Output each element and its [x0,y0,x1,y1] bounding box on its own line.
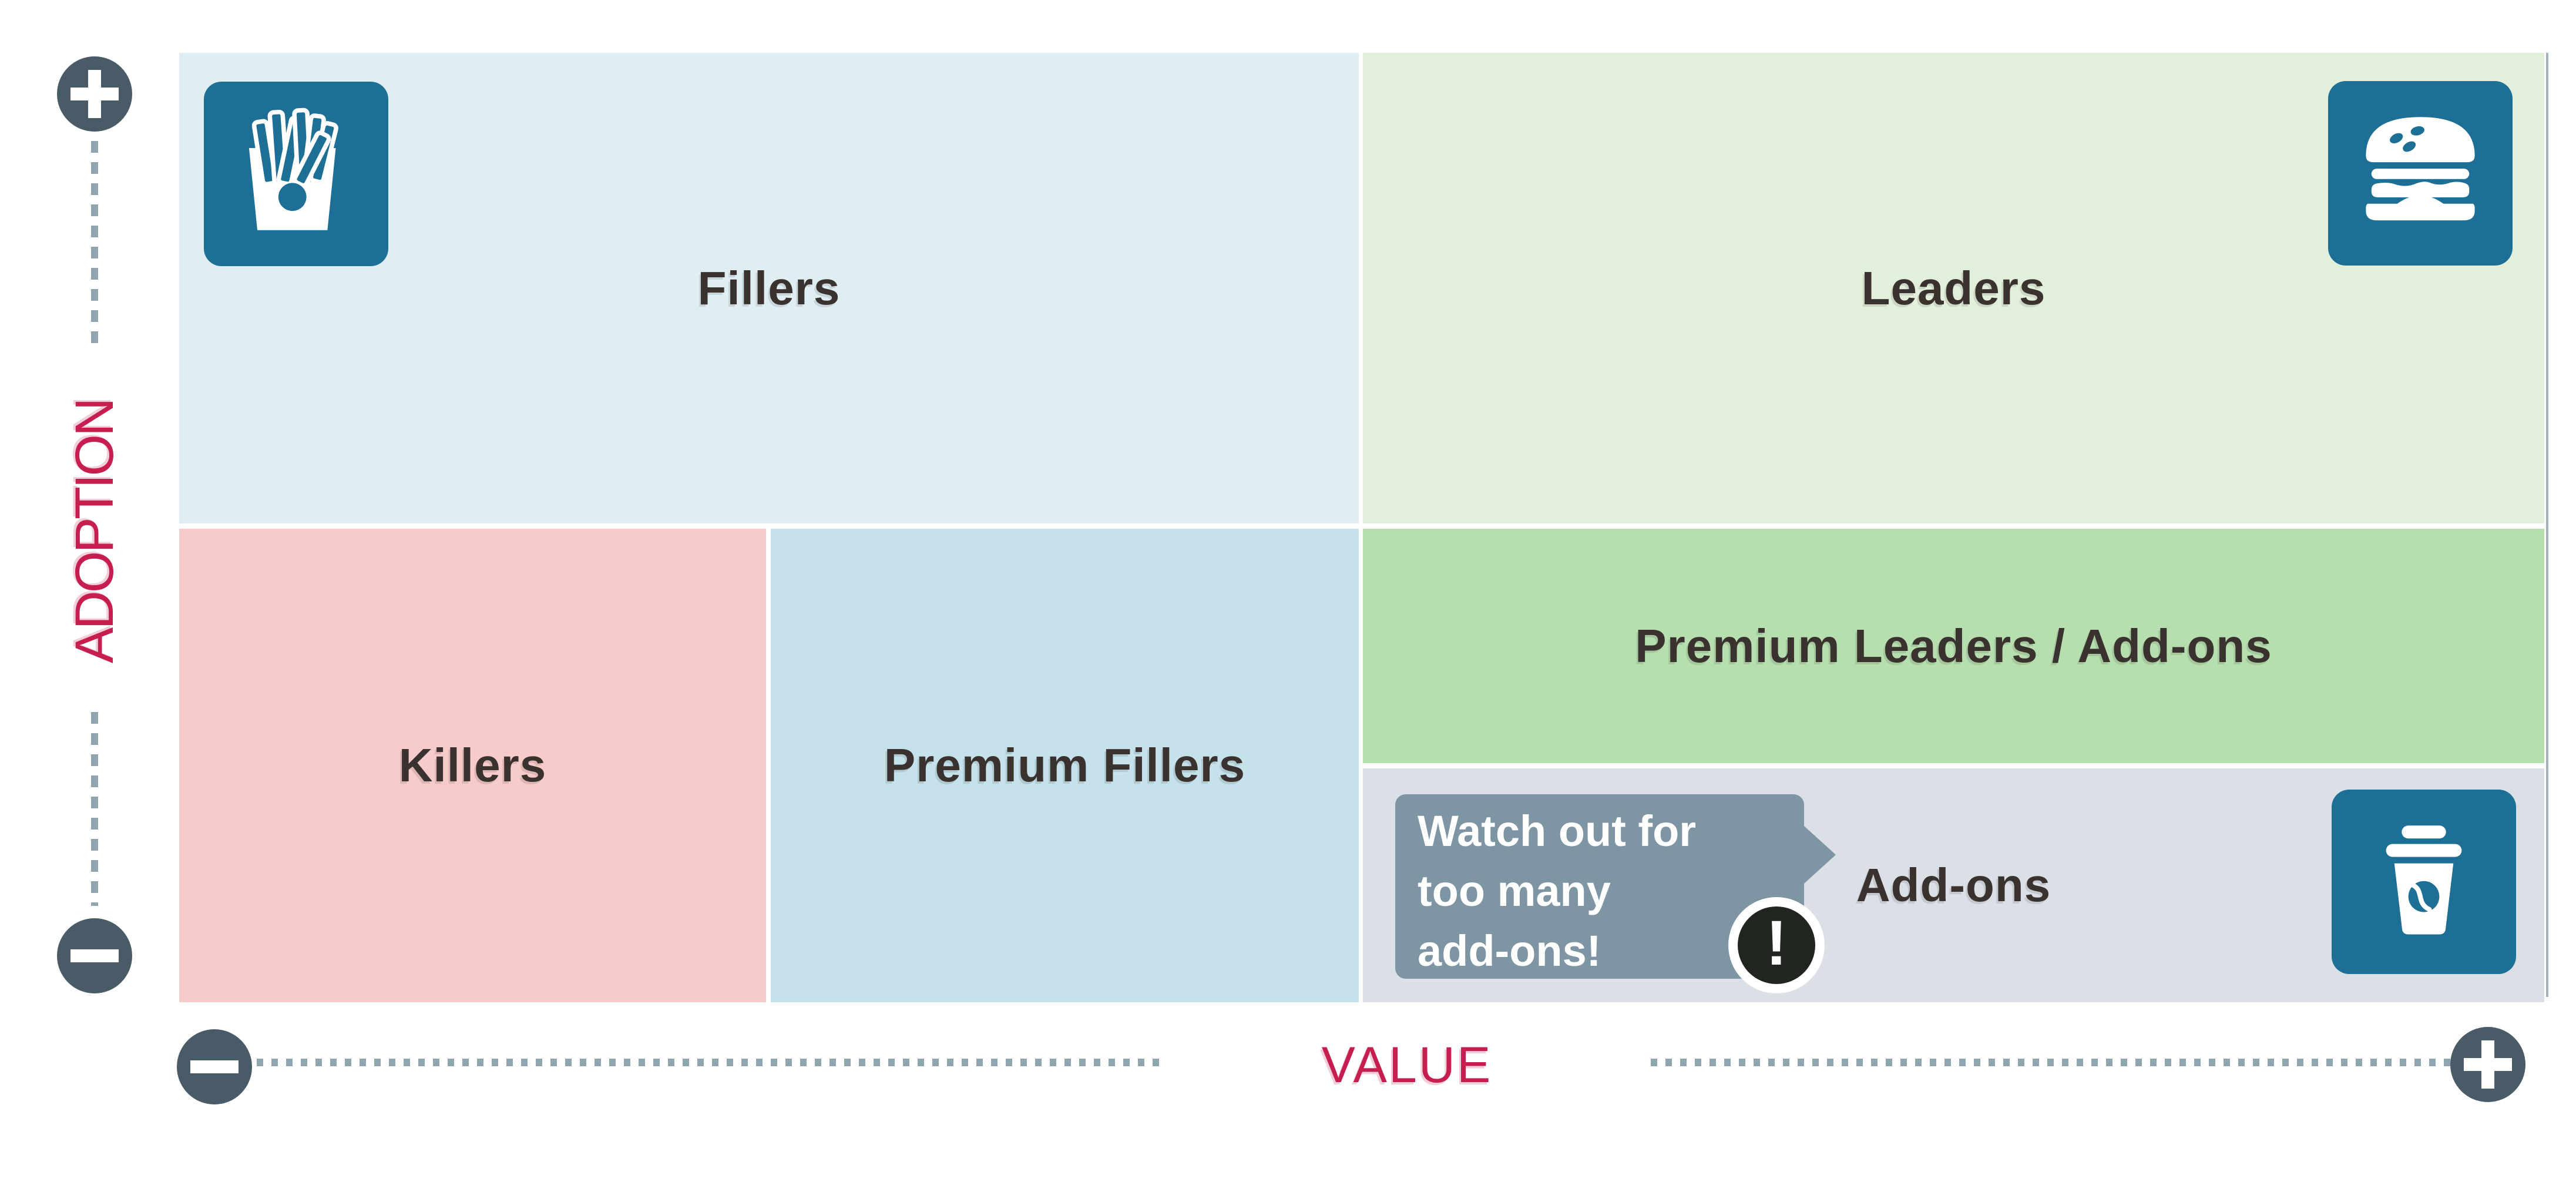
callout-arrow [1804,826,1836,884]
quadrant-premium-leaders-label: Premium Leaders / Add-ons [1635,619,2272,672]
plus-icon-bar [2481,1040,2494,1089]
burger-icon [2328,81,2513,266]
quadrant-premium-fillers: Premium Fillers [771,529,1359,1002]
exclamation-glyph: ! [1766,907,1787,978]
y-axis-label: ADOPTION [65,399,125,664]
warning-callout-text: Watch out for too many add-ons! [1418,801,1696,981]
minus-icon-bar [70,949,119,962]
x-axis-plus-icon [2450,1027,2525,1102]
y-axis-minus-icon [57,918,132,993]
y-axis-dotted-line-lower [91,712,98,906]
quadrant-killers-label: Killers [398,739,547,791]
warning-callout-line: Watch out for [1418,807,1697,855]
x-axis-dotted-line-right [1651,1059,2454,1066]
exclamation-icon-circle: ! [1738,906,1815,984]
quadrant-leaders-label: Leaders [1861,261,2046,314]
y-axis-dotted-line-upper [91,141,98,348]
quadrant-fillers-label: Fillers [697,261,841,314]
quadrant-premium-leaders: Premium Leaders / Add-ons [1363,529,2544,763]
coffee-cup-icon [2332,790,2516,974]
fries-icon [204,82,388,266]
warning-callout-line: too many [1418,867,1611,915]
x-axis-label: VALUE [1321,1036,1493,1093]
warning-callout-bubble: Watch out for too many add-ons! [1395,794,1804,979]
right-edge-line [2546,53,2548,997]
quadrant-add-ons-label: Add-ons [1856,859,2051,911]
minus-icon-bar [190,1060,239,1073]
x-axis-minus-icon [177,1029,252,1104]
y-axis-plus-icon [57,56,132,132]
quadrant-killers: Killers [179,529,766,1002]
exclamation-icon: ! [1728,897,1825,993]
warning-callout-line: add-ons! [1418,926,1601,975]
plus-icon-bar [88,70,101,118]
x-axis-dotted-line-left [257,1059,1166,1066]
quadrant-premium-fillers-label: Premium Fillers [884,739,1246,791]
